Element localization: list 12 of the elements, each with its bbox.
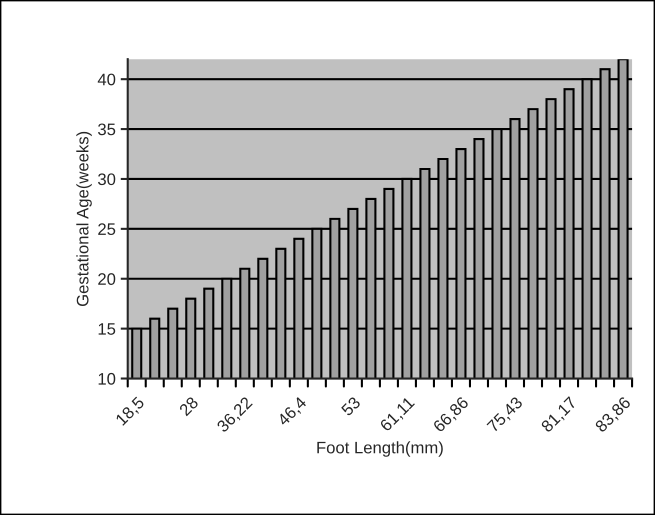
y-tick-label: 30	[98, 173, 116, 186]
y-tick-label: 25	[98, 223, 116, 236]
y-tick-label: 40	[98, 74, 116, 86]
x-tick-label: 46,4	[276, 396, 309, 428]
x-tick-label: 28	[178, 396, 199, 416]
x-tick-label: 53	[340, 396, 362, 416]
y-axis-title: Gestational Age(weeks)	[76, 132, 92, 306]
y-tick-label: 35	[98, 123, 116, 136]
y-tick-label: 10	[98, 372, 116, 385]
y-tick-label: 20	[98, 273, 116, 285]
y-tick-label: 15	[98, 323, 116, 335]
x-axis-title: Foot Length(mm)	[317, 441, 443, 457]
